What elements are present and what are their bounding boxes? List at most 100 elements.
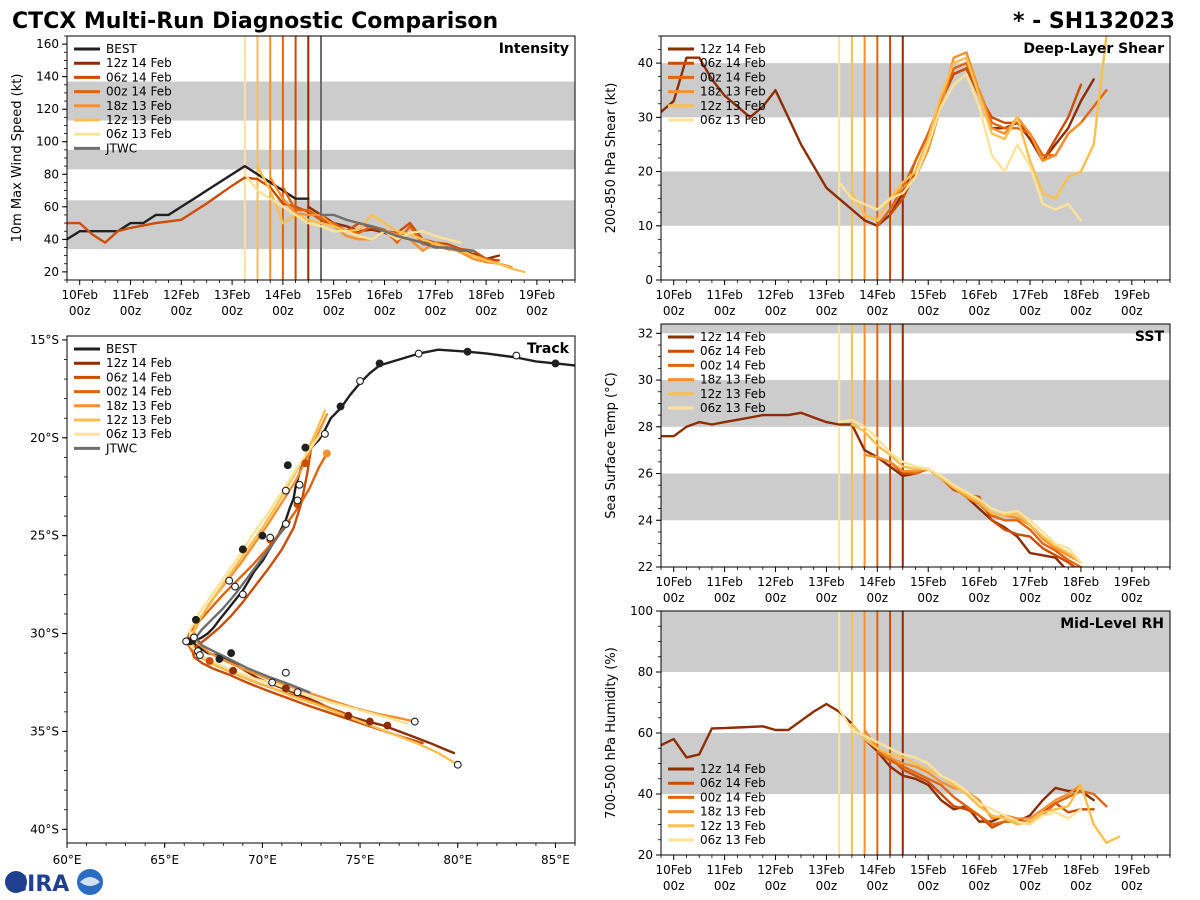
rh-xtick-hour-9: 00z — [1121, 879, 1143, 893]
shear-xtick-date-9: 19Feb — [1114, 288, 1151, 302]
track-marker-00z-14-feb-4-3 — [238, 590, 247, 599]
track-legend-label-12z-14-feb: 12z 14 Feb — [106, 356, 172, 370]
sst-xtick-hour-3: 00z — [816, 591, 838, 605]
track-ytick-label-3: 30°S — [30, 627, 59, 641]
intensity-xtick-date-5: 15Feb — [315, 288, 352, 302]
shear-band-0 — [661, 171, 1170, 226]
track-marker-best-1-4 — [295, 480, 304, 489]
track-xtick-label-0: 60°E — [53, 853, 82, 867]
rh-xtick-date-2: 12Feb — [757, 863, 794, 877]
shear-legend-label-18z-13-feb: 18z 13 Feb — [700, 85, 766, 99]
shear-xtick-date-7: 17Feb — [1012, 288, 1049, 302]
rh-title: Mid-Level RH — [1060, 616, 1164, 632]
intensity-xtick-date-4: 14Feb — [265, 288, 302, 302]
sst-ylabel: Sea Surface Temp (°C) — [604, 372, 619, 519]
track-marker-best-0-6 — [258, 531, 267, 540]
track-marker-best-0-1 — [463, 347, 472, 356]
track-ytick-label-0: 15°S — [30, 333, 59, 347]
shear-band-1 — [661, 63, 1170, 118]
sst-xtick-date-9: 19Feb — [1114, 575, 1151, 589]
rh-xtick-hour-5: 00z — [917, 879, 939, 893]
sst-title: SST — [1135, 329, 1165, 345]
track-marker-00z-14-feb-4-6 — [293, 688, 302, 697]
intensity-ytick-label-4: 100 — [36, 135, 59, 149]
intensity-series-jtwc — [319, 213, 475, 252]
track-legend-label-06z-13-feb: 06z 13 Feb — [106, 427, 172, 441]
sst-xtick-hour-9: 00z — [1121, 591, 1143, 605]
track-ytick-label-1: 20°S — [30, 431, 59, 445]
rh-band-1 — [661, 611, 1170, 672]
shear-title: Deep-Layer Shear — [1023, 41, 1164, 57]
intensity-xtick-date-2: 12Feb — [163, 288, 200, 302]
intensity-panel: 20 40 60 80 100 120 140 160 10Feb 00z 11Feb 00z 12Fe… — [10, 35, 576, 318]
shear-xtick-hour-0: 00z — [663, 304, 685, 318]
rh-xtick-date-9: 19Feb — [1114, 863, 1151, 877]
sst-xtick-hour-0: 00z — [663, 591, 685, 605]
sst-xtick-date-8: 18Feb — [1063, 575, 1100, 589]
rh-xtick-hour-7: 00z — [1019, 879, 1041, 893]
track-marker-18z-13-feb-5-0 — [322, 449, 331, 458]
shear-xtick-date-0: 10Feb — [655, 288, 692, 302]
sst-legend-label-06z-14-feb: 06z 14 Feb — [700, 344, 766, 358]
intensity-ytick-label-6: 140 — [36, 70, 59, 84]
sst-legend-label-06z-13-feb: 06z 13 Feb — [700, 401, 766, 415]
rh-legend-label-12z-14-feb: 12z 14 Feb — [700, 762, 766, 776]
sst-ytick-label-3: 28 — [638, 420, 653, 434]
intensity-legend-label-jtwc: JTWC — [105, 141, 137, 155]
track-marker-best-0-0 — [551, 359, 560, 368]
track-marker-best-1-9 — [182, 637, 191, 646]
intensity-ylabel: 10m Max Wind Speed (kt) — [10, 74, 25, 243]
track-marker-best-0-10 — [215, 655, 224, 663]
sst-ytick-label-4: 30 — [638, 373, 653, 387]
intensity-xtick-hour-8: 00z — [475, 304, 497, 318]
rh-series-06z-14-feb — [888, 756, 1095, 829]
track-marker-12z-13-feb-7-0 — [453, 760, 462, 769]
shear-series-06z-13-feb — [837, 72, 1083, 222]
track-marker-best-0-4 — [301, 443, 310, 452]
rh-xtick-hour-2: 00z — [765, 879, 787, 893]
shear-ytick-label-3: 30 — [638, 110, 653, 124]
shear-xtick-date-5: 15Feb — [910, 288, 947, 302]
shear-legend-label-12z-13-feb: 12z 13 Feb — [700, 99, 766, 113]
sst-xtick-hour-7: 00z — [1019, 591, 1041, 605]
sst-xtick-hour-2: 00z — [765, 591, 787, 605]
intensity-xtick-hour-6: 00z — [374, 304, 396, 318]
intensity-legend-label-06z-14-feb: 06z 14 Feb — [106, 70, 172, 84]
sst-series-12z-13-feb — [850, 423, 1083, 564]
intensity-legend-label-best: BEST — [106, 42, 137, 56]
rh-series-12z-13-feb — [850, 722, 1121, 844]
rh-legend-label-00z-14-feb: 00z 14 Feb — [700, 790, 766, 804]
sst-xtick-date-0: 10Feb — [655, 575, 692, 589]
track-legend-label-12z-13-feb: 12z 13 Feb — [106, 413, 172, 427]
intensity-xtick-date-1: 11Feb — [112, 288, 149, 302]
track-marker-00z-14-feb-4-2 — [266, 533, 275, 542]
sst-series-06z-13-feb — [837, 418, 1083, 564]
intensity-ytick-label-5: 120 — [36, 102, 59, 116]
sst-plot-area — [661, 324, 1170, 567]
shear-xtick-date-2: 12Feb — [757, 288, 794, 302]
rh-xtick-date-1: 11Feb — [706, 863, 743, 877]
sst-legend-label-12z-14-feb: 12z 14 Feb — [700, 330, 766, 344]
intensity-ytick-label-7: 160 — [36, 37, 59, 51]
shear-ytick-label-1: 10 — [638, 219, 653, 233]
shear-legend-label-06z-14-feb: 06z 14 Feb — [700, 56, 766, 70]
track-marker-best-1-8 — [190, 633, 198, 642]
intensity-xtick-hour-1: 00z — [120, 304, 142, 318]
intensity-xtick-date-9: 19Feb — [519, 288, 556, 302]
shear-xtick-hour-8: 00z — [1070, 304, 1092, 318]
track-xtick-label-5: 85°E — [541, 853, 570, 867]
sst-ytick-label-1: 24 — [638, 513, 653, 527]
track-marker-best-0-8 — [192, 615, 200, 624]
track-plot-area — [182, 347, 575, 769]
sst-xtick-hour-8: 00z — [1070, 591, 1092, 605]
track-marker-12z-14-feb-2-2 — [344, 711, 353, 720]
track-legend-label-best: BEST — [106, 342, 137, 356]
track-legend-label-jtwc: JTWC — [105, 441, 137, 455]
rh-xtick-date-0: 10Feb — [655, 863, 692, 877]
shear-legend-label-12z-14-feb: 12z 14 Feb — [700, 42, 766, 56]
sst-xtick-hour-6: 00z — [968, 591, 990, 605]
rh-xtick-date-3: 13Feb — [808, 863, 845, 877]
track-ytick-label-5: 40°S — [30, 822, 59, 836]
track-marker-best-0-7 — [238, 545, 247, 554]
intensity-legend-label-12z-14-feb: 12z 14 Feb — [106, 56, 172, 70]
